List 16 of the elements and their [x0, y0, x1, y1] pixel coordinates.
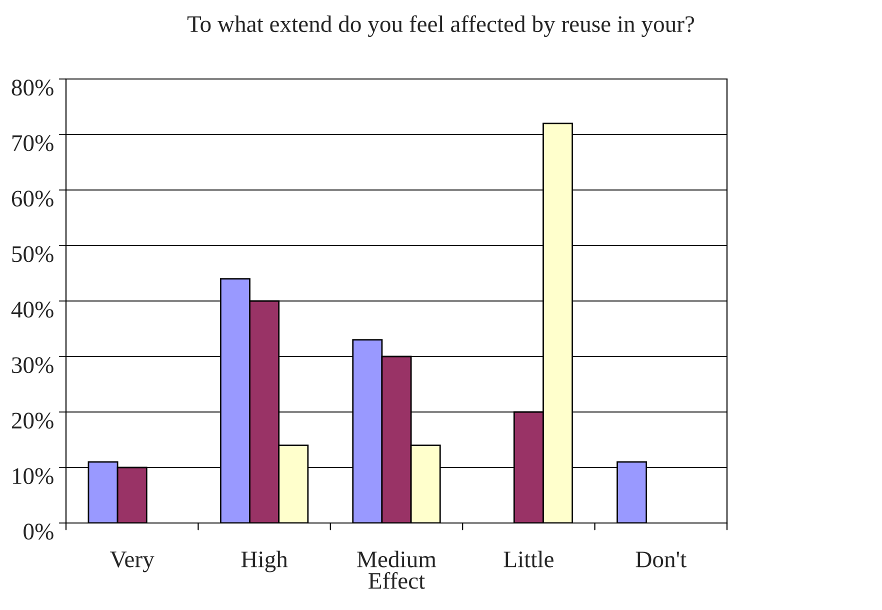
y-tick-label: 20% — [12, 412, 54, 429]
chart-title: To what extend do you feel affected by reuse in your? — [187, 15, 694, 37]
x-tick-label: Don't — [636, 552, 686, 568]
y-tick-label: 70% — [12, 135, 54, 152]
x-tick-label: High — [241, 550, 288, 572]
y-tick-label: 60% — [12, 190, 54, 207]
y-tick-label: 30% — [12, 357, 54, 374]
x-tick-label: Medium — [357, 550, 436, 568]
x-tick-label: Very — [110, 552, 154, 572]
x-tick-label: Little — [504, 550, 554, 568]
y-tick-label: 50% — [12, 246, 54, 262]
y-tick-label: 0% — [24, 524, 54, 540]
x-axis-title: Effect — [368, 572, 425, 589]
y-tick-label: 80% — [12, 80, 54, 96]
y-tick-label: 10% — [12, 468, 54, 484]
y-tick-label: 40% — [11, 302, 54, 318]
